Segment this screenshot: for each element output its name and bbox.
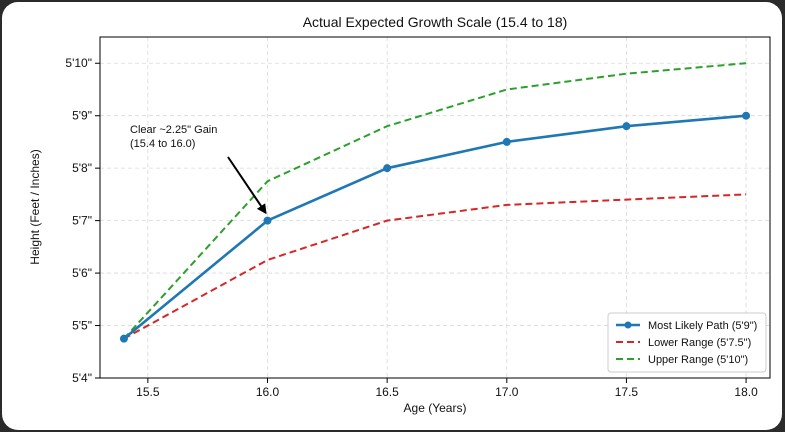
y-tick-label: 5'9" — [72, 109, 92, 123]
series-layer — [119, 62, 751, 343]
x-tick-label: 18.0 — [734, 385, 758, 399]
grid — [100, 37, 770, 379]
data-point — [263, 216, 272, 225]
x-tick-label: 17.0 — [495, 385, 519, 399]
annotation-arrow — [227, 156, 267, 215]
annotation-line-1: Clear ~2.25" Gain — [130, 124, 217, 136]
y-tick-label: 5'6" — [72, 266, 92, 280]
annotation: Clear ~2.25" Gain (15.4 to 16.0) — [130, 124, 267, 215]
series-line-1 — [123, 193, 747, 340]
legend-box — [607, 312, 767, 373]
y-tick-label: 5'10" — [65, 56, 92, 70]
legend-marker — [624, 321, 632, 329]
y-tick-label: 5'4" — [72, 371, 92, 385]
legend-label: Upper Range (5'10") — [648, 354, 748, 366]
axis-ticks: 15.5 16.0 16.5 17.0 17.5 18.0 5'4" 5'5" 5'6" 5'7"… — [65, 56, 758, 399]
legend-label: Lower Range (5'7.5") — [648, 337, 751, 349]
x-tick-label: 17.5 — [615, 385, 639, 399]
series-line-2 — [123, 62, 747, 340]
chart-title: Actual Expected Growth Scale (15.4 to 18… — [303, 14, 568, 30]
series-line-0 — [123, 114, 747, 340]
x-axis-label: Age (Years) — [404, 401, 467, 415]
plot-area-border — [99, 36, 771, 379]
y-tick-label: 5'5" — [72, 319, 92, 333]
data-point — [622, 122, 631, 131]
legend: Most Likely Path (5'9") Lower Range (5'7.… — [607, 312, 767, 373]
annotation-line-2: (15.4 to 16.0) — [130, 138, 195, 150]
data-point — [383, 164, 392, 173]
x-tick-label: 16.0 — [256, 385, 280, 399]
data-point — [502, 137, 511, 146]
x-tick-label: 15.5 — [136, 385, 160, 399]
data-point — [742, 111, 751, 120]
y-tick-label: 5'7" — [72, 214, 92, 228]
x-tick-label: 16.5 — [375, 385, 399, 399]
y-tick-label: 5'8" — [72, 161, 92, 175]
data-point — [119, 334, 128, 343]
legend-label: Most Likely Path (5'9") — [648, 320, 757, 332]
y-axis-label: Height (Feet / Inches) — [28, 149, 42, 264]
